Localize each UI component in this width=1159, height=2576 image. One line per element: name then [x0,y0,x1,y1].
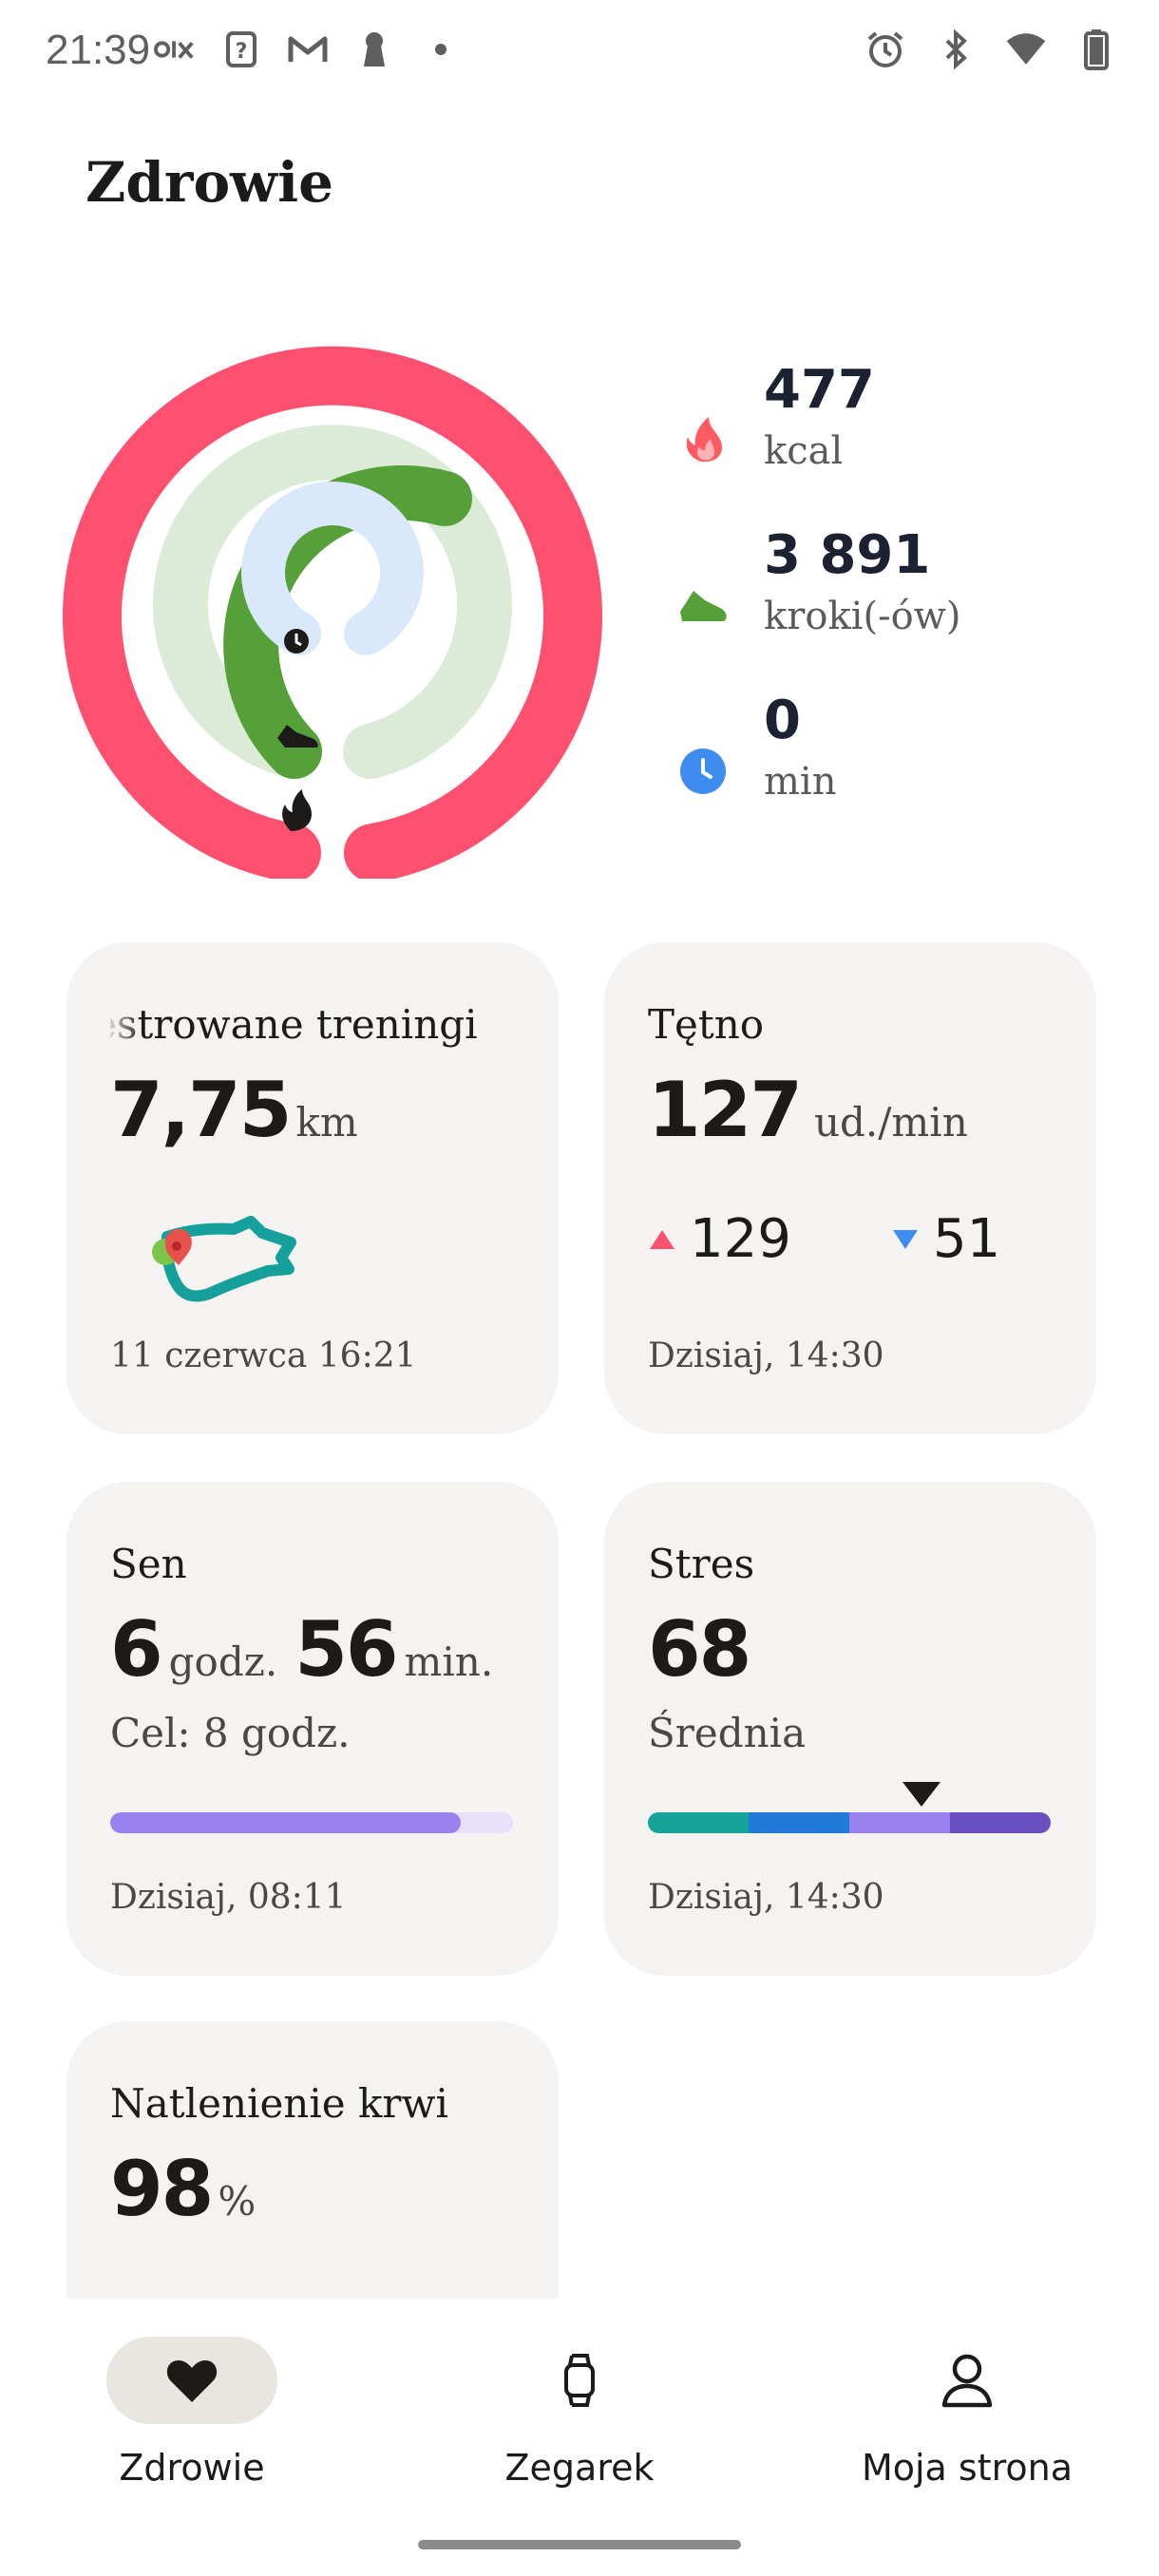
gmail-icon [287,28,329,70]
person-icon [941,2354,993,2408]
minutes-value: 0 [764,690,801,751]
sleep-duration: 6 godz. 56 min. [110,1605,493,1694]
calories-unit: kcal [764,429,844,473]
triangle-up-icon [650,1229,674,1249]
minutes-ring-track [241,482,424,655]
sleep-hours-unit: godz. [168,1638,278,1685]
steps-value: 3 891 [764,524,931,586]
steps-unit: kroki(-ów) [764,595,961,638]
oxygen-value: 98 [110,2145,214,2233]
svg-text:?: ? [236,40,248,64]
stress-card[interactable]: Stres 68 Średnia Dzisiaj, 14:30 [604,1482,1096,1976]
stress-segment-1 [749,1812,849,1833]
heart-unit: ud./min [814,1099,968,1146]
calories-value: 477 [764,359,875,421]
bottom-nav: Zdrowie Zegarek Moja strona [0,2299,1159,2576]
stress-value: 68 [648,1605,751,1694]
nav-health-pill[interactable] [106,2337,277,2424]
heart-max-value: 129 [690,1208,791,1270]
page-title: Zdrowie [86,150,333,215]
heart-date: Dzisiaj, 14:30 [648,1336,884,1375]
clock-icon [680,748,726,794]
nav-health[interactable]: Zdrowie [49,2337,334,2489]
heart-icon [166,2360,218,2402]
sleep-goal: Cel: 8 godz. [110,1710,351,1756]
heart-min: 51 [891,1208,1000,1270]
ring-flame-icon [282,789,312,831]
flame-icon [686,417,722,463]
stress-marker-icon [902,1782,941,1807]
workouts-title: estrowane treningi [110,1001,478,1048]
nav-watch-label: Zegarek [504,2447,655,2489]
sleep-card[interactable]: Sen 6 godz. 56 min. Cel: 8 godz. Dzisiaj… [66,1482,559,1976]
shoe-icon [680,591,727,621]
sleep-progress-bar [110,1812,513,1833]
heart-title: Tętno [648,1001,765,1048]
bluetooth-icon [935,28,977,70]
ring-clock-icon [284,629,309,653]
system-icons [864,28,1117,70]
sleep-date: Dzisiaj, 08:11 [110,1878,347,1917]
ring-shoe-icon [277,725,318,748]
calories-ring [63,346,602,879]
heart-min-value: 51 [933,1208,1001,1270]
heart-rate-card[interactable]: Tętno 127 ud./min 129 51 Dzisiaj, 14:30 [604,942,1096,1434]
sleep-hours: 6 [110,1605,163,1694]
sleep-title: Sen [110,1541,187,1587]
stress-title: Stres [648,1541,755,1587]
steps-stat[interactable]: 3 891 kroki(-ów) [676,524,1094,657]
stress-segment-2 [849,1812,950,1833]
route-map-icon [152,1216,296,1302]
workouts-date: 11 czerwca 16:21 [110,1336,417,1375]
workouts-distance: 7,75 km [110,1066,358,1154]
question-icon: ? [220,28,262,70]
triangle-down-icon [893,1229,918,1249]
sleep-minutes: 56 [294,1605,398,1694]
heart-current: 127 ud./min [648,1066,968,1154]
wifi-icon [1005,28,1047,70]
nav-profile-label: Moja strona [861,2447,1074,2489]
nav-profile-pill[interactable] [882,2337,1053,2424]
stress-scale-bar [648,1812,1051,1833]
heart-max: 129 [648,1208,791,1270]
workouts-card[interactable]: estrowane treningi 7,75 km 11 czerwca 16… [66,942,559,1434]
steps-ring-track [153,425,512,779]
battery-icon [1075,28,1117,70]
watch-icon [564,2354,595,2407]
notification-icons: ? [154,28,462,70]
stress-date: Dzisiaj, 14:30 [648,1878,884,1917]
stress-segment-3 [950,1812,1051,1833]
minutes-stat[interactable]: 0 min [676,690,1094,823]
workouts-value: 7,75 [110,1066,292,1154]
nav-watch[interactable]: Zegarek [437,2337,722,2489]
home-indicator[interactable] [418,2540,741,2549]
oxygen-title: Natlenienie krwi [110,2080,448,2127]
workouts-unit: km [295,1099,358,1146]
stress-value-wrap: 68 [648,1605,751,1694]
keyhole-icon [353,28,395,70]
status-time: 21:39 [46,27,151,73]
stress-segment-0 [648,1812,749,1833]
calories-stat[interactable]: 477 kcal [676,359,1094,492]
status-bar: 21:39 ? [0,0,1159,104]
nav-profile[interactable]: Moja strona [825,2337,1110,2489]
heart-value: 127 [648,1066,803,1154]
activity-rings[interactable] [57,328,608,879]
stress-label: Średnia [648,1710,807,1756]
olx-icon [154,28,196,70]
oxygen-reading: 98 % [110,2145,256,2233]
minutes-unit: min [764,760,837,804]
nav-health-label: Zdrowie [119,2447,265,2489]
oxygen-unit: % [218,2178,256,2225]
nav-watch-pill[interactable] [494,2337,665,2424]
dot-icon [420,28,462,70]
alarm-icon [864,28,906,70]
sleep-progress-fill [110,1812,461,1833]
sleep-minutes-unit: min. [404,1638,494,1685]
